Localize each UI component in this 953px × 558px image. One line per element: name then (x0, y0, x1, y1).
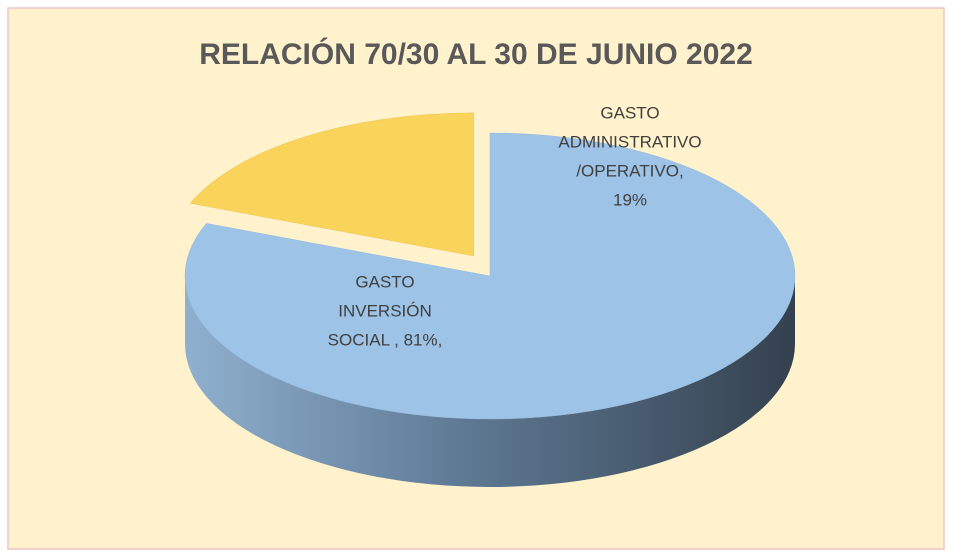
data-label: /OPERATIVO, (576, 161, 683, 180)
chart-title: RELACIÓN 70/30 AL 30 DE JUNIO 2022 (199, 37, 753, 71)
data-label: SOCIAL , 81%, (328, 330, 443, 349)
data-label: GASTO (600, 103, 659, 122)
data-label: INVERSIÓN (338, 301, 432, 320)
data-label: GASTO (355, 272, 414, 291)
data-label: ADMINISTRATIVO (558, 132, 701, 151)
pie-side (185, 276, 795, 487)
pie-slice (184, 132, 796, 420)
pie-slice (189, 112, 474, 257)
data-label: 19% (613, 190, 647, 209)
